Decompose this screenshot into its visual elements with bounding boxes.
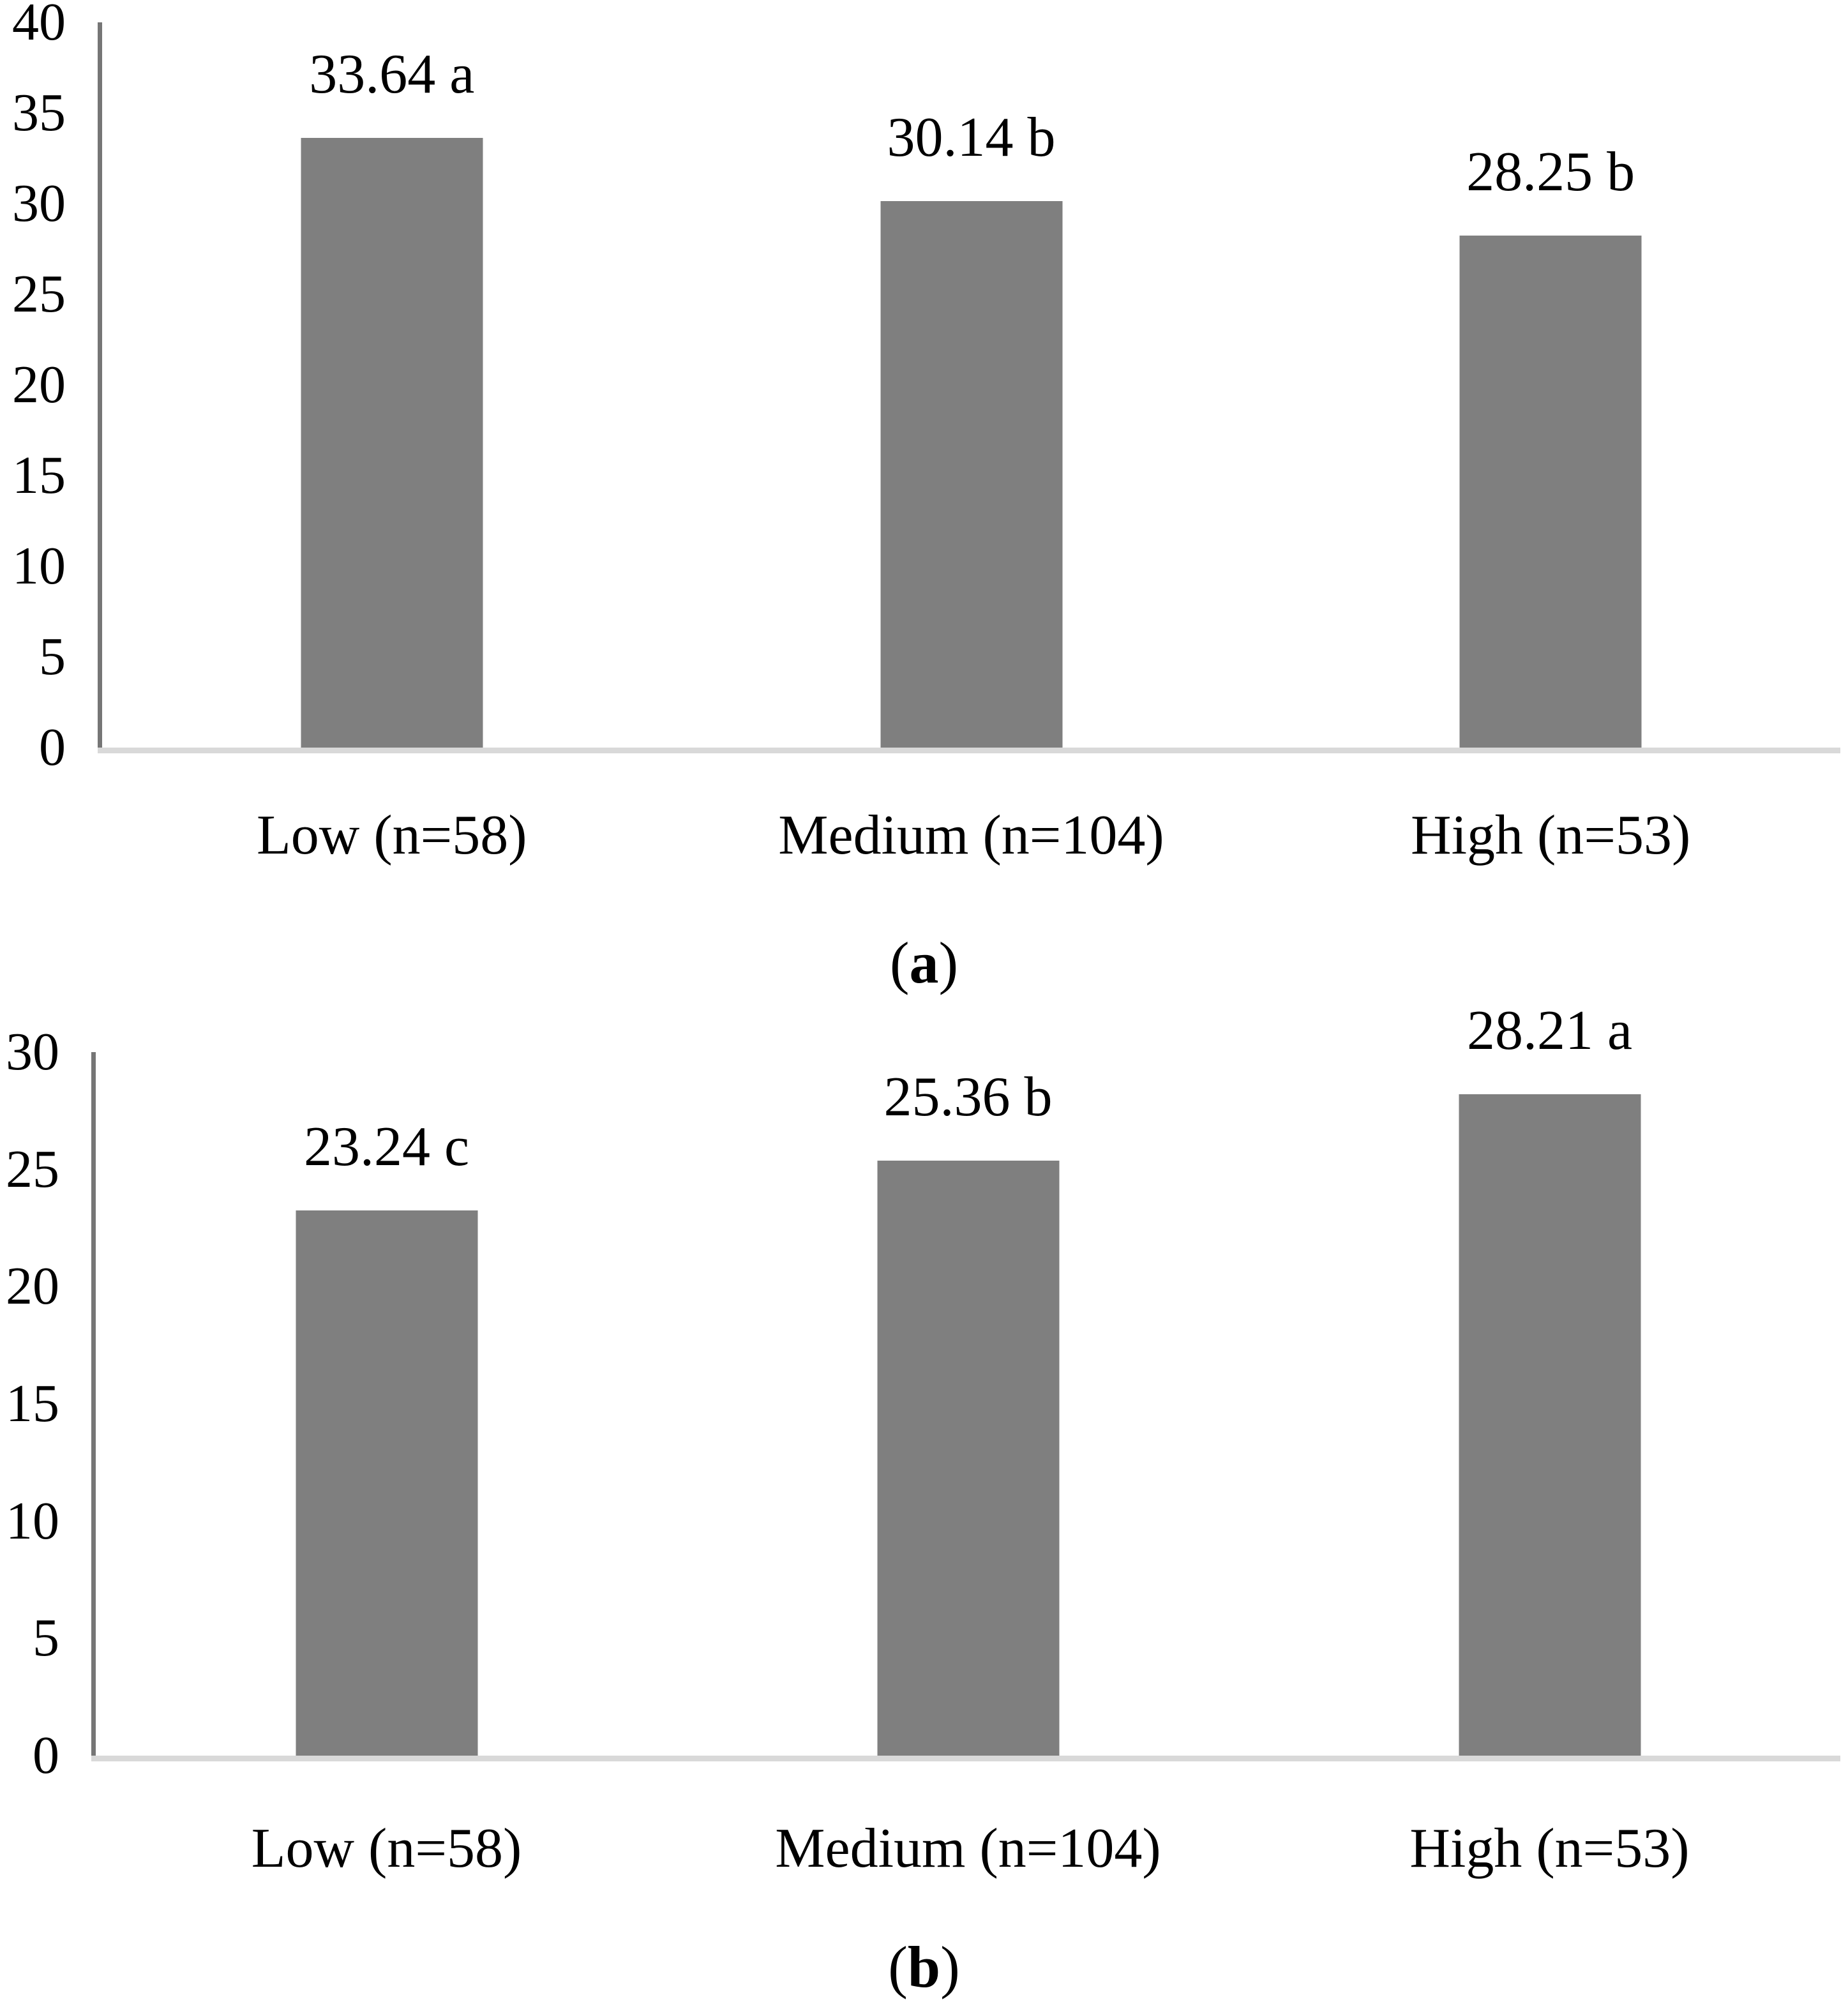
y-tick-label: 30 (6, 1022, 59, 1081)
caption-paren-close: ) (940, 1934, 960, 2000)
y-tick-label: 0 (39, 718, 66, 777)
bar-value-label: 23.24 c (303, 1116, 470, 1179)
x-axis-line (91, 1756, 1840, 1761)
x-category-label: High (n=53) (1411, 804, 1691, 866)
x-category-label: Medium (n=104) (778, 804, 1164, 866)
bar-value-label: 30.14 b (887, 107, 1056, 169)
x-category-label: Low (n=58) (251, 1818, 522, 1879)
y-tick-label: 15 (6, 1374, 59, 1433)
y-tick-label: 25 (6, 1139, 59, 1199)
bar (301, 137, 483, 748)
bar (296, 1210, 477, 1756)
bar (880, 201, 1062, 748)
caption-letter: a (909, 930, 939, 995)
bar-value-label: 28.21 a (1466, 999, 1633, 1062)
x-category-label: High (n=53) (1409, 1818, 1690, 1879)
x-axis-category-labels: Low (n=58) Medium (n=104) High (n=53) (96, 1816, 1840, 1893)
bar-chart-panel-a: 0 5 10 15 20 25 30 35 40 33.64 a 30.14 b 28.25 b L… (0, 0, 1848, 999)
y-tick-label: 35 (12, 83, 66, 142)
bar-value-label: 25.36 b (883, 1066, 1053, 1129)
y-axis-line (98, 22, 102, 753)
caption-paren-open: ( (889, 930, 910, 995)
x-axis-category-labels: Low (n=58) Medium (n=104) High (n=53) (102, 803, 1840, 880)
bar-value-label: 33.64 a (309, 43, 475, 105)
x-axis-line (98, 748, 1840, 753)
y-tick-label: 20 (6, 1256, 59, 1316)
y-tick-label: 40 (12, 0, 66, 52)
x-category-label: Medium (n=104) (775, 1818, 1161, 1879)
y-tick-label: 5 (33, 1608, 59, 1668)
y-axis-tick-labels: 0 5 10 15 20 25 30 35 40 (0, 0, 66, 774)
y-axis-tick-labels: 0 5 10 15 20 25 30 (0, 1025, 59, 1782)
plot-area: 33.64 a 30.14 b 28.25 b (98, 22, 1840, 753)
panel-a-caption: (a) (0, 933, 1848, 992)
y-tick-label: 15 (12, 446, 66, 505)
x-category-label: Low (n=58) (257, 804, 527, 866)
bar-chart-panel-b: 0 5 10 15 20 25 30 23.24 c 25.36 b 28.21 a Low (… (0, 999, 1848, 2011)
y-axis-line (91, 1052, 96, 1761)
bar (1459, 235, 1642, 748)
bar-value-label: 28.25 b (1466, 140, 1635, 203)
bar (1459, 1094, 1641, 1756)
caption-letter: b (907, 1934, 941, 2000)
y-tick-label: 25 (12, 264, 66, 324)
plot-area: 23.24 c 25.36 b 28.21 a (91, 1002, 1840, 1761)
y-tick-label: 30 (12, 174, 66, 233)
y-tick-label: 10 (6, 1491, 59, 1551)
y-tick-label: 0 (33, 1726, 59, 1785)
caption-paren-open: ( (888, 1934, 908, 2000)
y-tick-label: 20 (12, 355, 66, 414)
panel-b-caption: (b) (0, 1938, 1848, 1996)
y-tick-label: 10 (12, 536, 66, 596)
y-tick-label: 5 (39, 627, 66, 686)
bar (877, 1161, 1059, 1756)
caption-paren-close: ) (938, 930, 959, 995)
